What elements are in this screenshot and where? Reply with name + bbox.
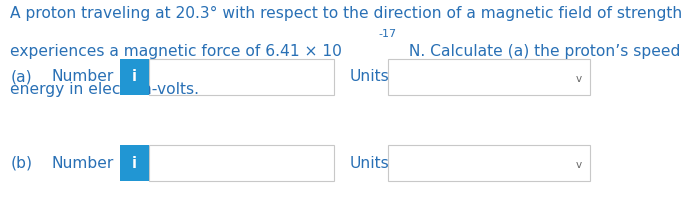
Text: Units: Units xyxy=(350,69,390,84)
Text: A proton traveling at 20.3° with respect to the direction of a magnetic field of: A proton traveling at 20.3° with respect… xyxy=(10,6,686,21)
FancyBboxPatch shape xyxy=(149,59,334,95)
FancyBboxPatch shape xyxy=(120,59,149,95)
Text: v: v xyxy=(576,74,582,84)
Text: N. Calculate (a) the proton’s speed and (b) its kinetic: N. Calculate (a) the proton’s speed and … xyxy=(404,44,686,59)
Text: energy in electron-volts.: energy in electron-volts. xyxy=(10,82,200,97)
FancyBboxPatch shape xyxy=(120,145,149,181)
Text: experiences a magnetic force of 6.41 × 10: experiences a magnetic force of 6.41 × 1… xyxy=(10,44,342,59)
FancyBboxPatch shape xyxy=(149,145,334,181)
Text: Number: Number xyxy=(51,69,114,84)
FancyBboxPatch shape xyxy=(388,145,590,181)
Text: i: i xyxy=(132,69,137,84)
Text: v: v xyxy=(576,160,582,170)
Text: (a): (a) xyxy=(10,69,32,84)
Text: Units: Units xyxy=(350,156,390,171)
Text: Number: Number xyxy=(51,156,114,171)
Text: i: i xyxy=(132,156,137,171)
FancyBboxPatch shape xyxy=(388,59,590,95)
Text: (b): (b) xyxy=(10,156,32,171)
Text: -17: -17 xyxy=(378,29,396,39)
